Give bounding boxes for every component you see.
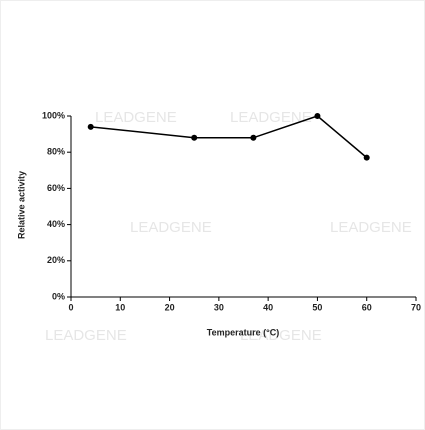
point [87,123,94,130]
x-tick-label: 40 [263,302,273,312]
y-tick-label: 40% [47,219,65,229]
x-tick-label: 10 [115,302,125,312]
point [250,134,257,141]
y-tick-label: 0% [52,291,65,301]
watermark: LEADGENE [95,109,177,126]
y-axis-label: Relative activity [16,171,26,239]
y-tick-label: 20% [47,255,65,265]
point [314,113,321,119]
watermark: LEADGENE [130,219,212,236]
y-tick-label: 60% [47,183,65,193]
y-tick-label: 80% [47,147,65,157]
x-tick-label: 0 [68,302,73,312]
x-tick-label: 50 [312,302,322,312]
y-tick-label: 100% [42,110,65,120]
x-axis-label: Temperature (°C) [207,327,279,337]
x-tick-label: 30 [214,302,224,312]
x-tick-label: 60 [362,302,372,312]
watermark: LEADGENE [230,109,312,126]
x-tick-label: 70 [411,302,421,312]
point [191,134,198,141]
watermark: LEADGENE [330,219,412,236]
watermark: LEADGENE [45,327,127,344]
x-tick-label: 20 [165,302,175,312]
watermark: LEADGENE [240,327,322,344]
point [363,154,370,161]
